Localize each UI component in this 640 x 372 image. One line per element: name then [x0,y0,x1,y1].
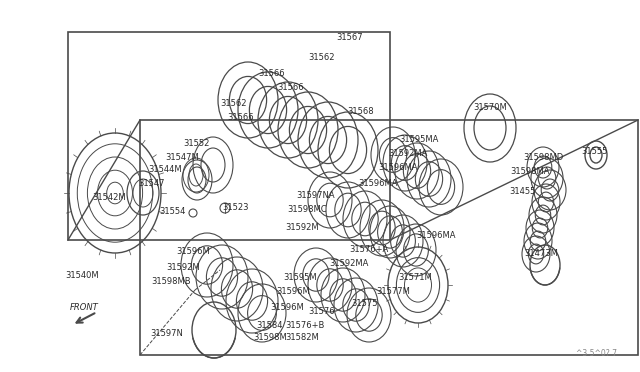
Text: 31576+A: 31576+A [349,244,388,253]
Text: 31566: 31566 [259,70,285,78]
Text: 31567: 31567 [337,33,364,42]
Text: 31598MB: 31598MB [151,278,191,286]
Text: 31592M: 31592M [166,263,200,272]
Text: 31596M: 31596M [276,288,310,296]
Text: 31597NA: 31597NA [297,192,335,201]
Text: 31598MC: 31598MC [287,205,327,215]
Text: 31562: 31562 [221,99,247,109]
Text: 31597N: 31597N [150,330,184,339]
Text: 31598M: 31598M [253,334,287,343]
Text: 31571M: 31571M [398,273,432,282]
Text: 31554: 31554 [159,208,185,217]
Text: 31596MA: 31596MA [416,231,456,241]
Text: 31523: 31523 [223,203,249,212]
Text: 31566: 31566 [278,83,304,93]
Text: 31577M: 31577M [376,286,410,295]
Text: 31576+B: 31576+B [285,321,324,330]
Text: 31570M: 31570M [473,103,507,112]
Text: 31592MA: 31592MA [330,259,369,267]
Text: 31576: 31576 [308,308,335,317]
Text: 31455: 31455 [509,187,535,196]
Text: 31582M: 31582M [285,334,319,343]
Text: 31598MA: 31598MA [510,167,550,176]
Text: 31596MA: 31596MA [358,180,397,189]
Text: 31552: 31552 [183,138,209,148]
Text: 31596MA: 31596MA [378,163,418,171]
Text: 31592MA: 31592MA [388,148,428,157]
Text: FRONT: FRONT [70,304,99,312]
Text: 31555: 31555 [581,147,607,155]
Text: 31542M: 31542M [92,193,126,202]
Text: 31547M: 31547M [165,153,199,161]
Text: 31596M: 31596M [270,302,304,311]
Bar [140,120,638,355]
Text: 31566: 31566 [228,113,254,122]
Text: 31575: 31575 [352,298,378,308]
Text: 31544M: 31544M [148,166,182,174]
Text: 31568: 31568 [348,108,374,116]
Text: 31592M: 31592M [285,224,319,232]
Text: 31595M: 31595M [283,273,317,282]
Text: 31547: 31547 [139,180,165,189]
Text: 31598MD: 31598MD [523,154,563,163]
Bar [68,32,390,240]
Text: 31473M: 31473M [524,250,558,259]
Text: ^3 5^0? 7: ^3 5^0? 7 [575,350,616,359]
Text: 31596M: 31596M [176,247,210,257]
Text: 31595MA: 31595MA [399,135,438,144]
Text: 31584: 31584 [257,321,284,330]
Text: 31540M: 31540M [65,272,99,280]
Text: 31562: 31562 [308,52,335,61]
